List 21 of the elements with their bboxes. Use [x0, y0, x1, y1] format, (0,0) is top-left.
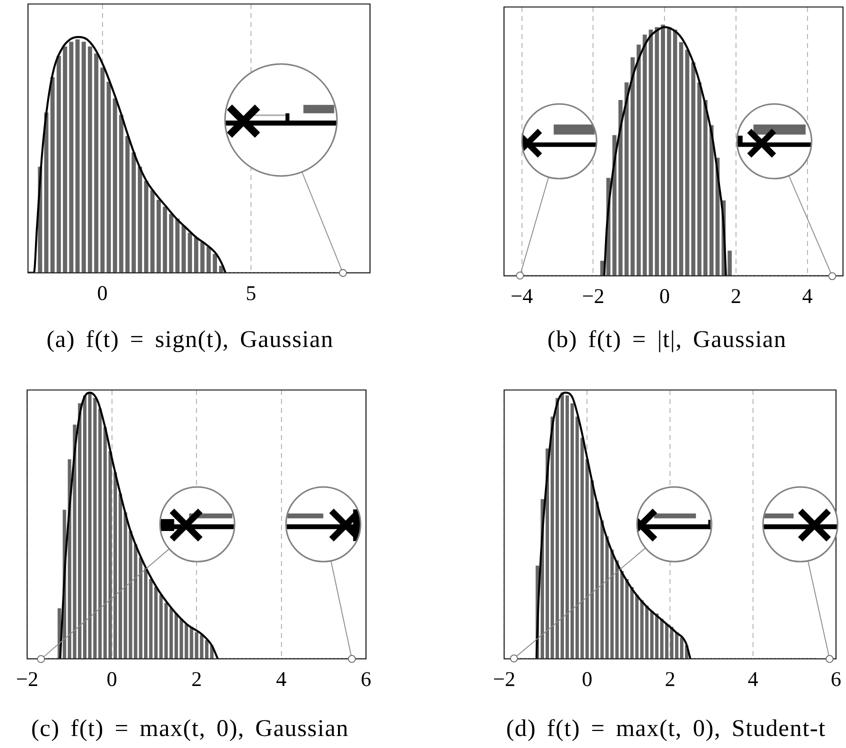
x-tick-label: 2	[191, 666, 202, 691]
x-tick-label: −4	[510, 284, 534, 308]
x-tick-label: 4	[748, 666, 759, 691]
x-tick-label: 0	[659, 284, 670, 308]
x-tick-label: 0	[97, 280, 108, 305]
x-tick-label: 4	[276, 666, 288, 691]
text: (b) f(t) = |t|, Gaussian	[547, 327, 787, 355]
x-tick-label: 0	[106, 666, 118, 691]
x-tick-label: −2	[16, 666, 38, 691]
x-tick-label: 6	[830, 666, 842, 691]
text: (c) f(t) = max(t, 0), Gaussian	[31, 716, 349, 744]
x-tick-label: 6	[360, 666, 372, 691]
x-tick-label: 2	[664, 666, 676, 691]
x-tick-label: 0	[582, 666, 592, 691]
x-tick-label: 5	[246, 280, 256, 305]
x-tick-label: 2	[730, 284, 742, 308]
text: (a) f(t) = sign(t), Gaussian	[46, 327, 334, 355]
x-tick-label: −2	[493, 666, 516, 691]
x-tick-label: −2	[582, 284, 604, 308]
x-tick-label: 4	[802, 284, 814, 308]
text: (d) f(t) = max(t, 0), Student-t	[506, 716, 826, 744]
